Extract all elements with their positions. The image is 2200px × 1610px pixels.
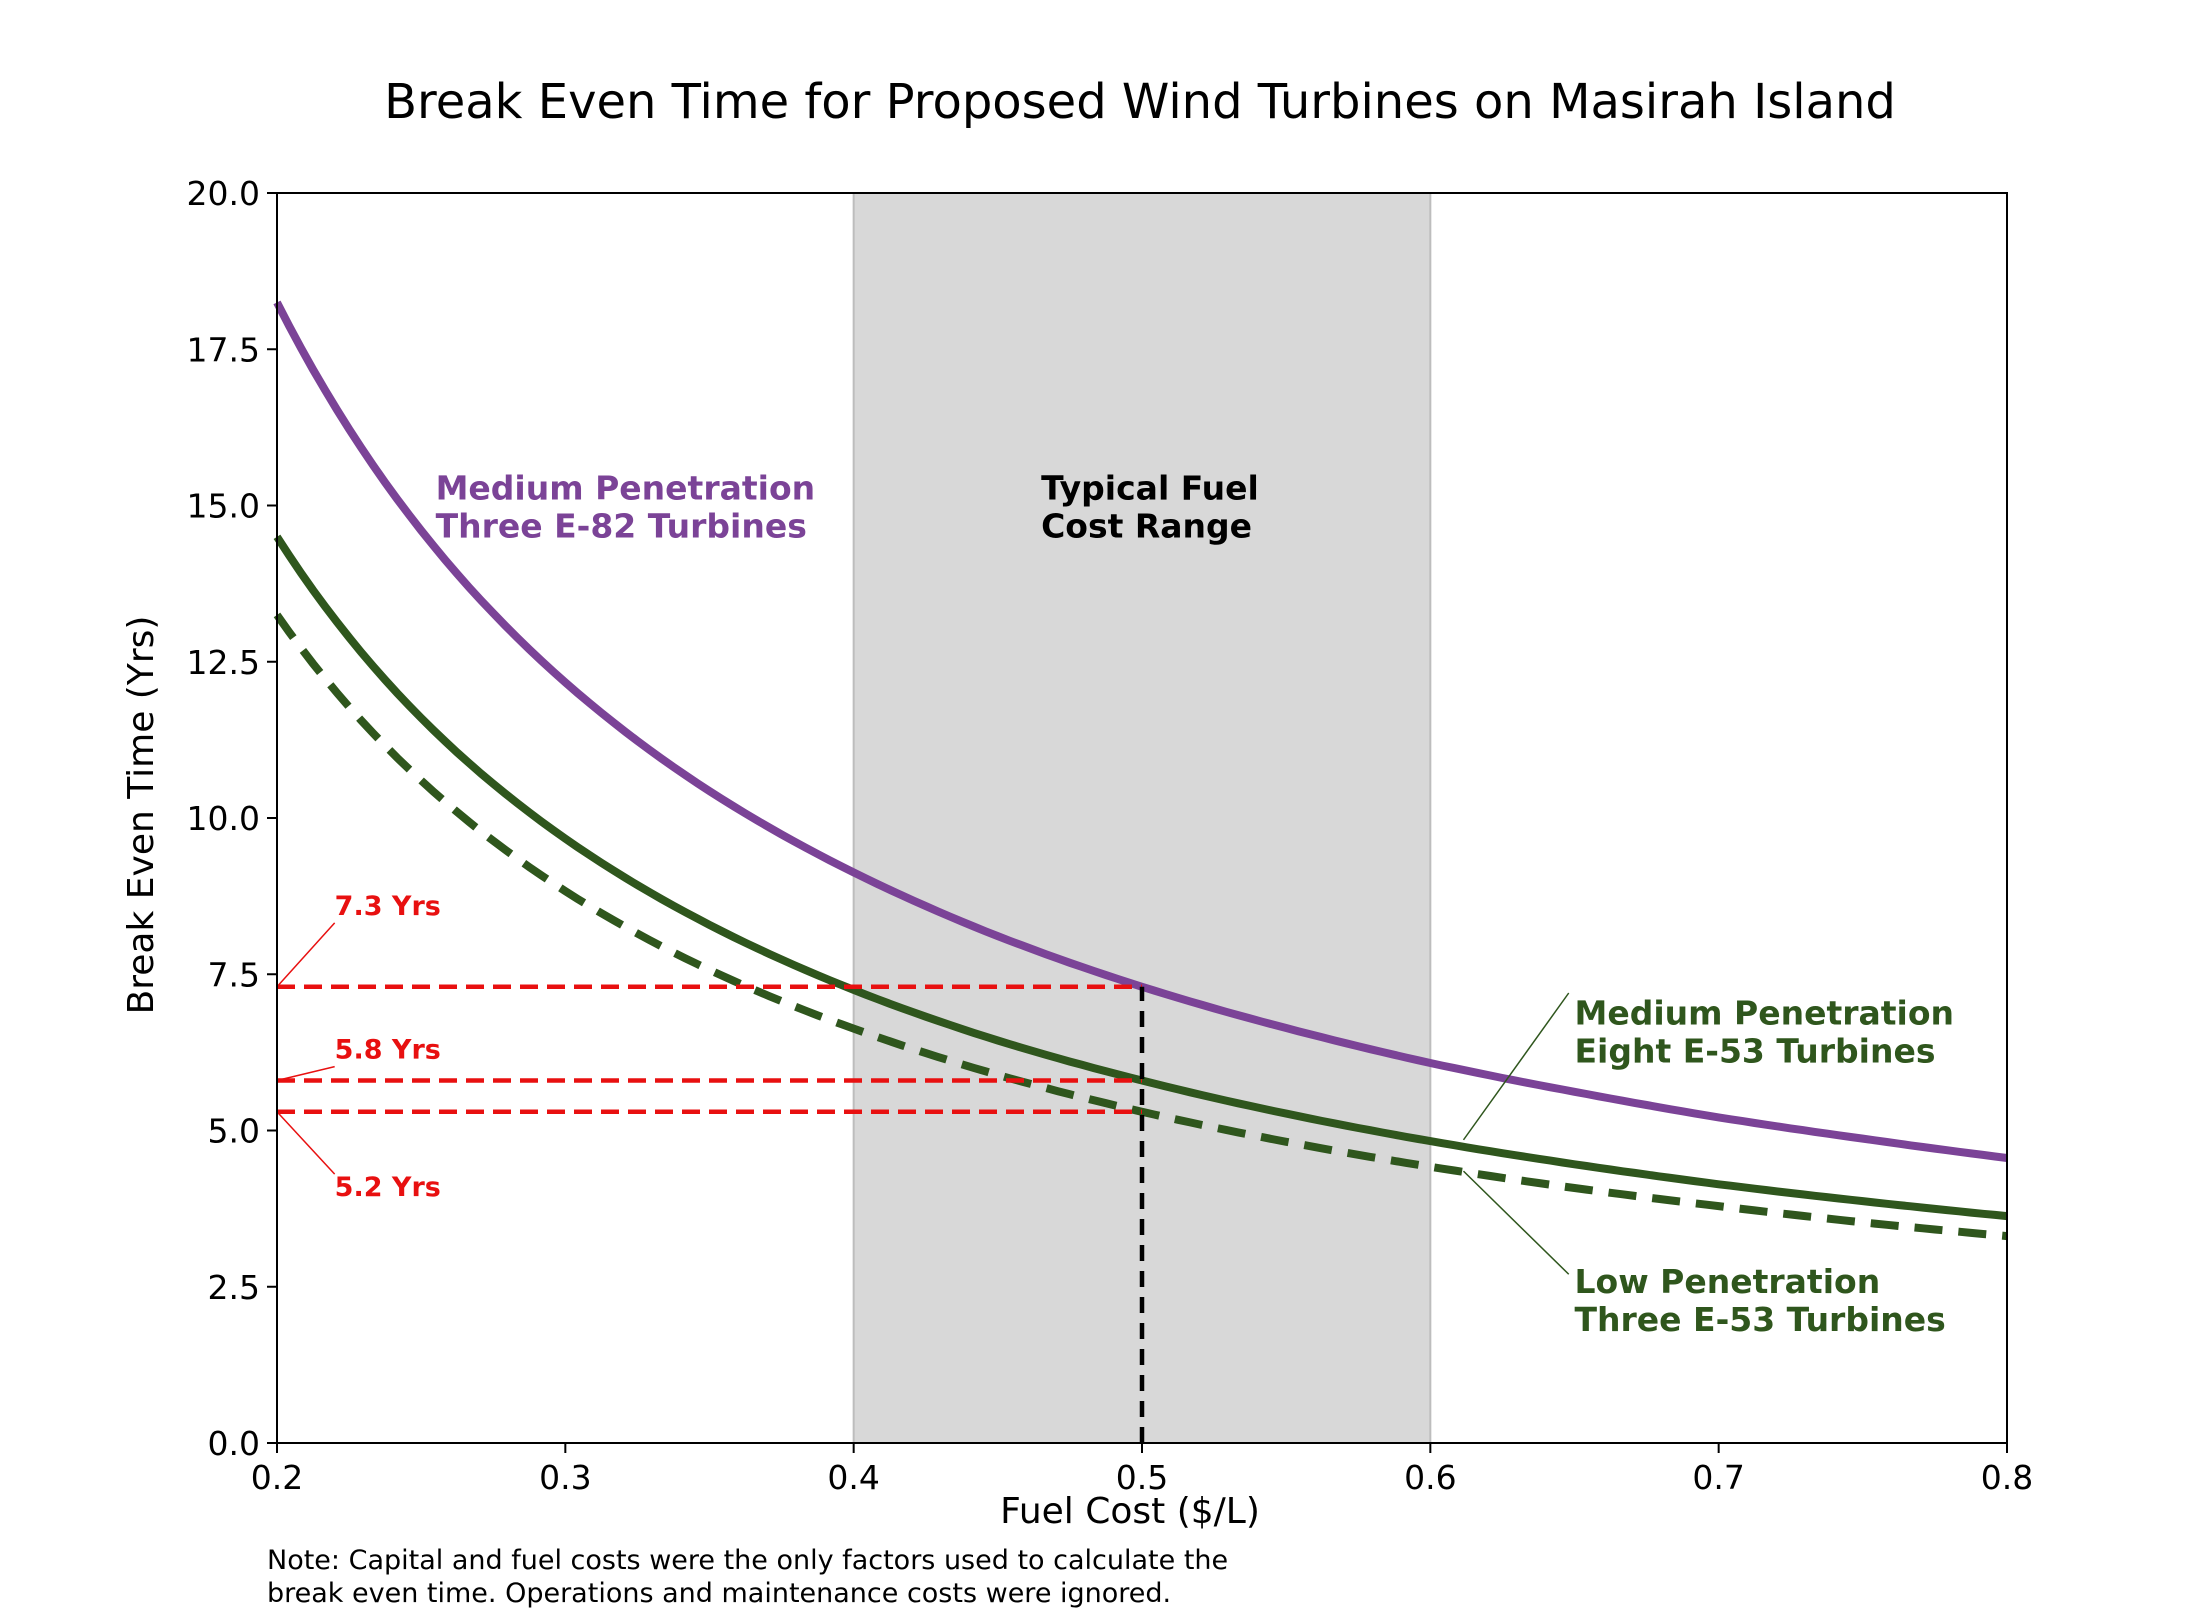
y-tick-label: 5.0 <box>208 1112 260 1151</box>
chart-title: Break Even Time for Proposed Wind Turbin… <box>384 74 1896 130</box>
x-axis-label: Fuel Cost ($/L) <box>1000 1491 1260 1532</box>
x-tick-label: 0.5 <box>1116 1458 1168 1497</box>
x-tick-label: 0.3 <box>539 1458 591 1497</box>
x-tick-label: 0.4 <box>827 1458 879 1497</box>
reference-leader-2 <box>276 1065 335 1082</box>
y-tick-label: 15.0 <box>187 487 260 526</box>
x-tick-label: 0.8 <box>1981 1458 2033 1497</box>
y-tick-label: 20.0 <box>187 174 260 213</box>
shaded-region-label: Typical Fuel Cost Range <box>1041 468 1259 545</box>
y-axis-label: Break Even Time (Yrs) <box>121 616 162 1015</box>
y-tick-label: 0.0 <box>208 1424 260 1463</box>
reference-label-2: 5.8 Yrs <box>335 1035 441 1066</box>
x-tick-label: 0.6 <box>1404 1458 1456 1497</box>
footnote: Note: Capital and fuel costs were the on… <box>267 1545 1229 1609</box>
y-tick-label: 2.5 <box>208 1268 260 1307</box>
series-label-1: Medium Penetration Three E-82 Turbines <box>436 468 816 545</box>
x-tick-label: 0.7 <box>1692 1458 1744 1497</box>
x-tick-label: 0.2 <box>251 1458 303 1497</box>
y-tick-label: 7.5 <box>208 955 260 994</box>
series-label-2: Medium Penetration Eight E-53 Turbines <box>1575 993 1955 1070</box>
reference-leader-1 <box>276 922 336 988</box>
reference-label-1: 7.3 Yrs <box>335 891 441 922</box>
series-label-3: Low Penetration Three E-53 Turbines <box>1575 1262 1946 1339</box>
series-leader-2 <box>1462 1170 1570 1275</box>
reference-label-3: 5.2 Yrs <box>335 1172 441 1203</box>
y-tick-label: 12.5 <box>187 643 260 682</box>
series-leader-1 <box>1462 992 1570 1141</box>
reference-leader-3 <box>276 1111 336 1175</box>
y-tick-label: 17.5 <box>187 330 260 369</box>
y-tick-label: 10.0 <box>187 799 260 838</box>
